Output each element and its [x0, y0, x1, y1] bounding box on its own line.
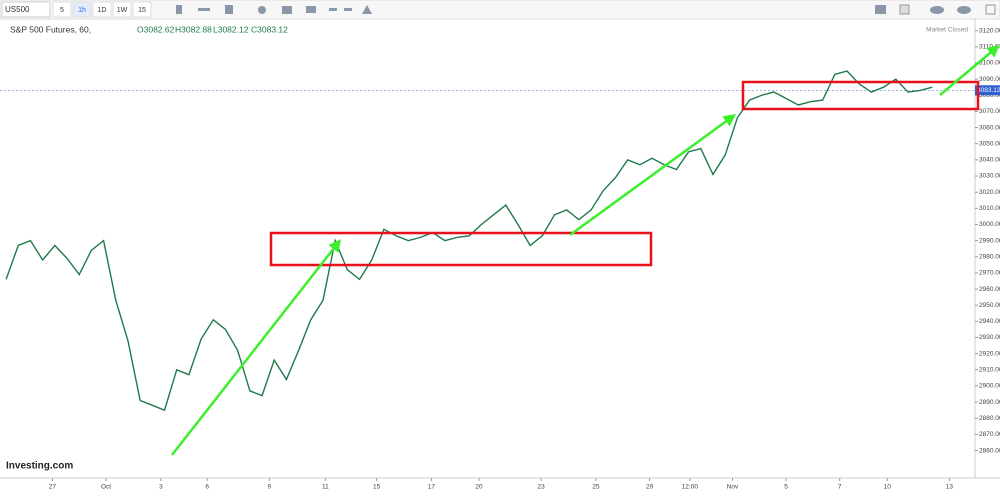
- y-tick-label: 3060.00: [979, 124, 1000, 131]
- icon-candles[interactable]: [176, 5, 182, 14]
- y-tick-label: 3070.00: [979, 108, 1000, 115]
- legend-title: S&P 500 Futures, 60,: [10, 24, 91, 34]
- range-box: [269, 231, 653, 267]
- x-tick-label: 23: [538, 484, 546, 491]
- icon-cloud2[interactable]: [957, 6, 971, 14]
- y-tick-label: 2980.00: [979, 253, 1000, 260]
- interval-label: 1D: [98, 7, 107, 14]
- ohlc-value: L3082.12: [213, 24, 249, 34]
- ohlc-value: O3082.62: [137, 24, 175, 34]
- toolbar: [0, 0, 1000, 20]
- interval-label: 1W: [117, 7, 128, 14]
- toolbar-icons: [176, 4, 996, 15]
- y-tick-label: 2960.00: [979, 286, 1000, 293]
- symbol-box[interactable]: [1, 1, 51, 18]
- y-tick-label: 2910.00: [979, 367, 1000, 374]
- x-tick-label: 6: [205, 484, 209, 491]
- y-tick-label: 3000.00: [979, 221, 1000, 228]
- x-tick-label: 9: [268, 484, 272, 491]
- trend-arrow: [171, 239, 342, 456]
- y-tick-label: 3080.00: [979, 92, 1000, 99]
- interval-buttons: 5 1h 1D 1W 15: [52, 1, 152, 18]
- y-tick-label: 2890.00: [979, 399, 1000, 406]
- icon-template[interactable]: [306, 6, 316, 13]
- interval-button[interactable]: [52, 1, 72, 18]
- market-status: Market Closed: [926, 27, 968, 34]
- y-tick-label: 2920.00: [979, 350, 1000, 357]
- x-tick-label: 17: [428, 484, 436, 491]
- last-price-box: [975, 85, 1000, 96]
- y-tick-label: 2940.00: [979, 318, 1000, 325]
- x-tick-label: 11: [322, 484, 329, 491]
- interval-button[interactable]: [112, 1, 132, 18]
- x-tick-label: 25: [592, 484, 600, 491]
- y-tick-label: 3010.00: [979, 205, 1000, 212]
- x-tick-label: 13: [946, 484, 954, 491]
- icon-snapshot[interactable]: [875, 5, 886, 14]
- y-tick-label: 2950.00: [979, 302, 1000, 309]
- trend-arrows: [171, 44, 1000, 456]
- x-tick-label: 10: [884, 484, 892, 491]
- price-line: [5, 70, 933, 412]
- x-tick-label: 12:00: [682, 484, 699, 491]
- y-tick-label: 3120.00: [979, 27, 1000, 34]
- y-tick-label: 2930.00: [979, 334, 1000, 341]
- trend-arrow: [939, 44, 1000, 96]
- y-tick-label: 3040.00: [979, 157, 1000, 164]
- icon-draw[interactable]: [362, 5, 372, 14]
- icon-redo[interactable]: [344, 8, 352, 11]
- interval-button[interactable]: [92, 1, 112, 18]
- y-tick-label: 2990.00: [979, 237, 1000, 244]
- icon-undo[interactable]: [329, 8, 337, 11]
- x-tick-label: 3: [159, 484, 163, 491]
- icon-compare[interactable]: [282, 6, 292, 14]
- icon-settings[interactable]: [258, 6, 266, 14]
- x-tick-label: 29: [646, 484, 654, 491]
- y-tick-label: 3100.00: [979, 60, 1000, 67]
- y-tick-label: 3030.00: [979, 173, 1000, 180]
- x-tick-label: 20: [475, 484, 483, 491]
- y-tick-label: 3110.00: [979, 44, 1000, 51]
- interval-label: 5: [60, 7, 64, 14]
- icon-bars[interactable]: [225, 5, 233, 14]
- range-box: [741, 80, 980, 111]
- icon-indicator[interactable]: [198, 8, 210, 11]
- icon-color[interactable]: [899, 4, 910, 15]
- symbol: US500: [5, 5, 30, 14]
- y-tick-label: 3090.00: [979, 76, 1000, 83]
- y-tick-label: 3050.00: [979, 140, 1000, 147]
- y-tick-label: 2970.00: [979, 270, 1000, 277]
- brand: Investing.com: [6, 461, 73, 472]
- interval-label: 15: [138, 7, 146, 14]
- x-tick-label: 27: [49, 484, 57, 491]
- x-tick-label: 7: [838, 484, 842, 491]
- x-tick-label: Nov: [727, 484, 739, 491]
- y-tick-label: 2860.00: [979, 447, 1000, 454]
- interval-label: 1h: [78, 7, 86, 14]
- y-tick-label: 3020.00: [979, 189, 1000, 196]
- interval-button[interactable]: [132, 1, 152, 18]
- x-tick-label: Oct: [101, 484, 111, 491]
- trend-arrow: [569, 114, 737, 237]
- y-tick-label: 2900.00: [979, 383, 1000, 390]
- icon-fullscreen[interactable]: [985, 4, 996, 15]
- ohlc-value: H3082.88: [175, 24, 212, 34]
- x-tick-label: 15: [373, 484, 381, 491]
- ohlc-value: C3083.12: [251, 24, 288, 34]
- x-tick-label: 5: [784, 484, 788, 491]
- icon-cloud[interactable]: [930, 6, 944, 14]
- y-tick-label: 2870.00: [979, 431, 1000, 438]
- y-tick-label: 2880.00: [979, 415, 1000, 422]
- interval-button[interactable]: [72, 1, 92, 18]
- last-price-label: 3083.12: [977, 87, 1000, 94]
- ohlc: O3082.62 H3082.88 L3082.12 C3083.12: [137, 24, 288, 34]
